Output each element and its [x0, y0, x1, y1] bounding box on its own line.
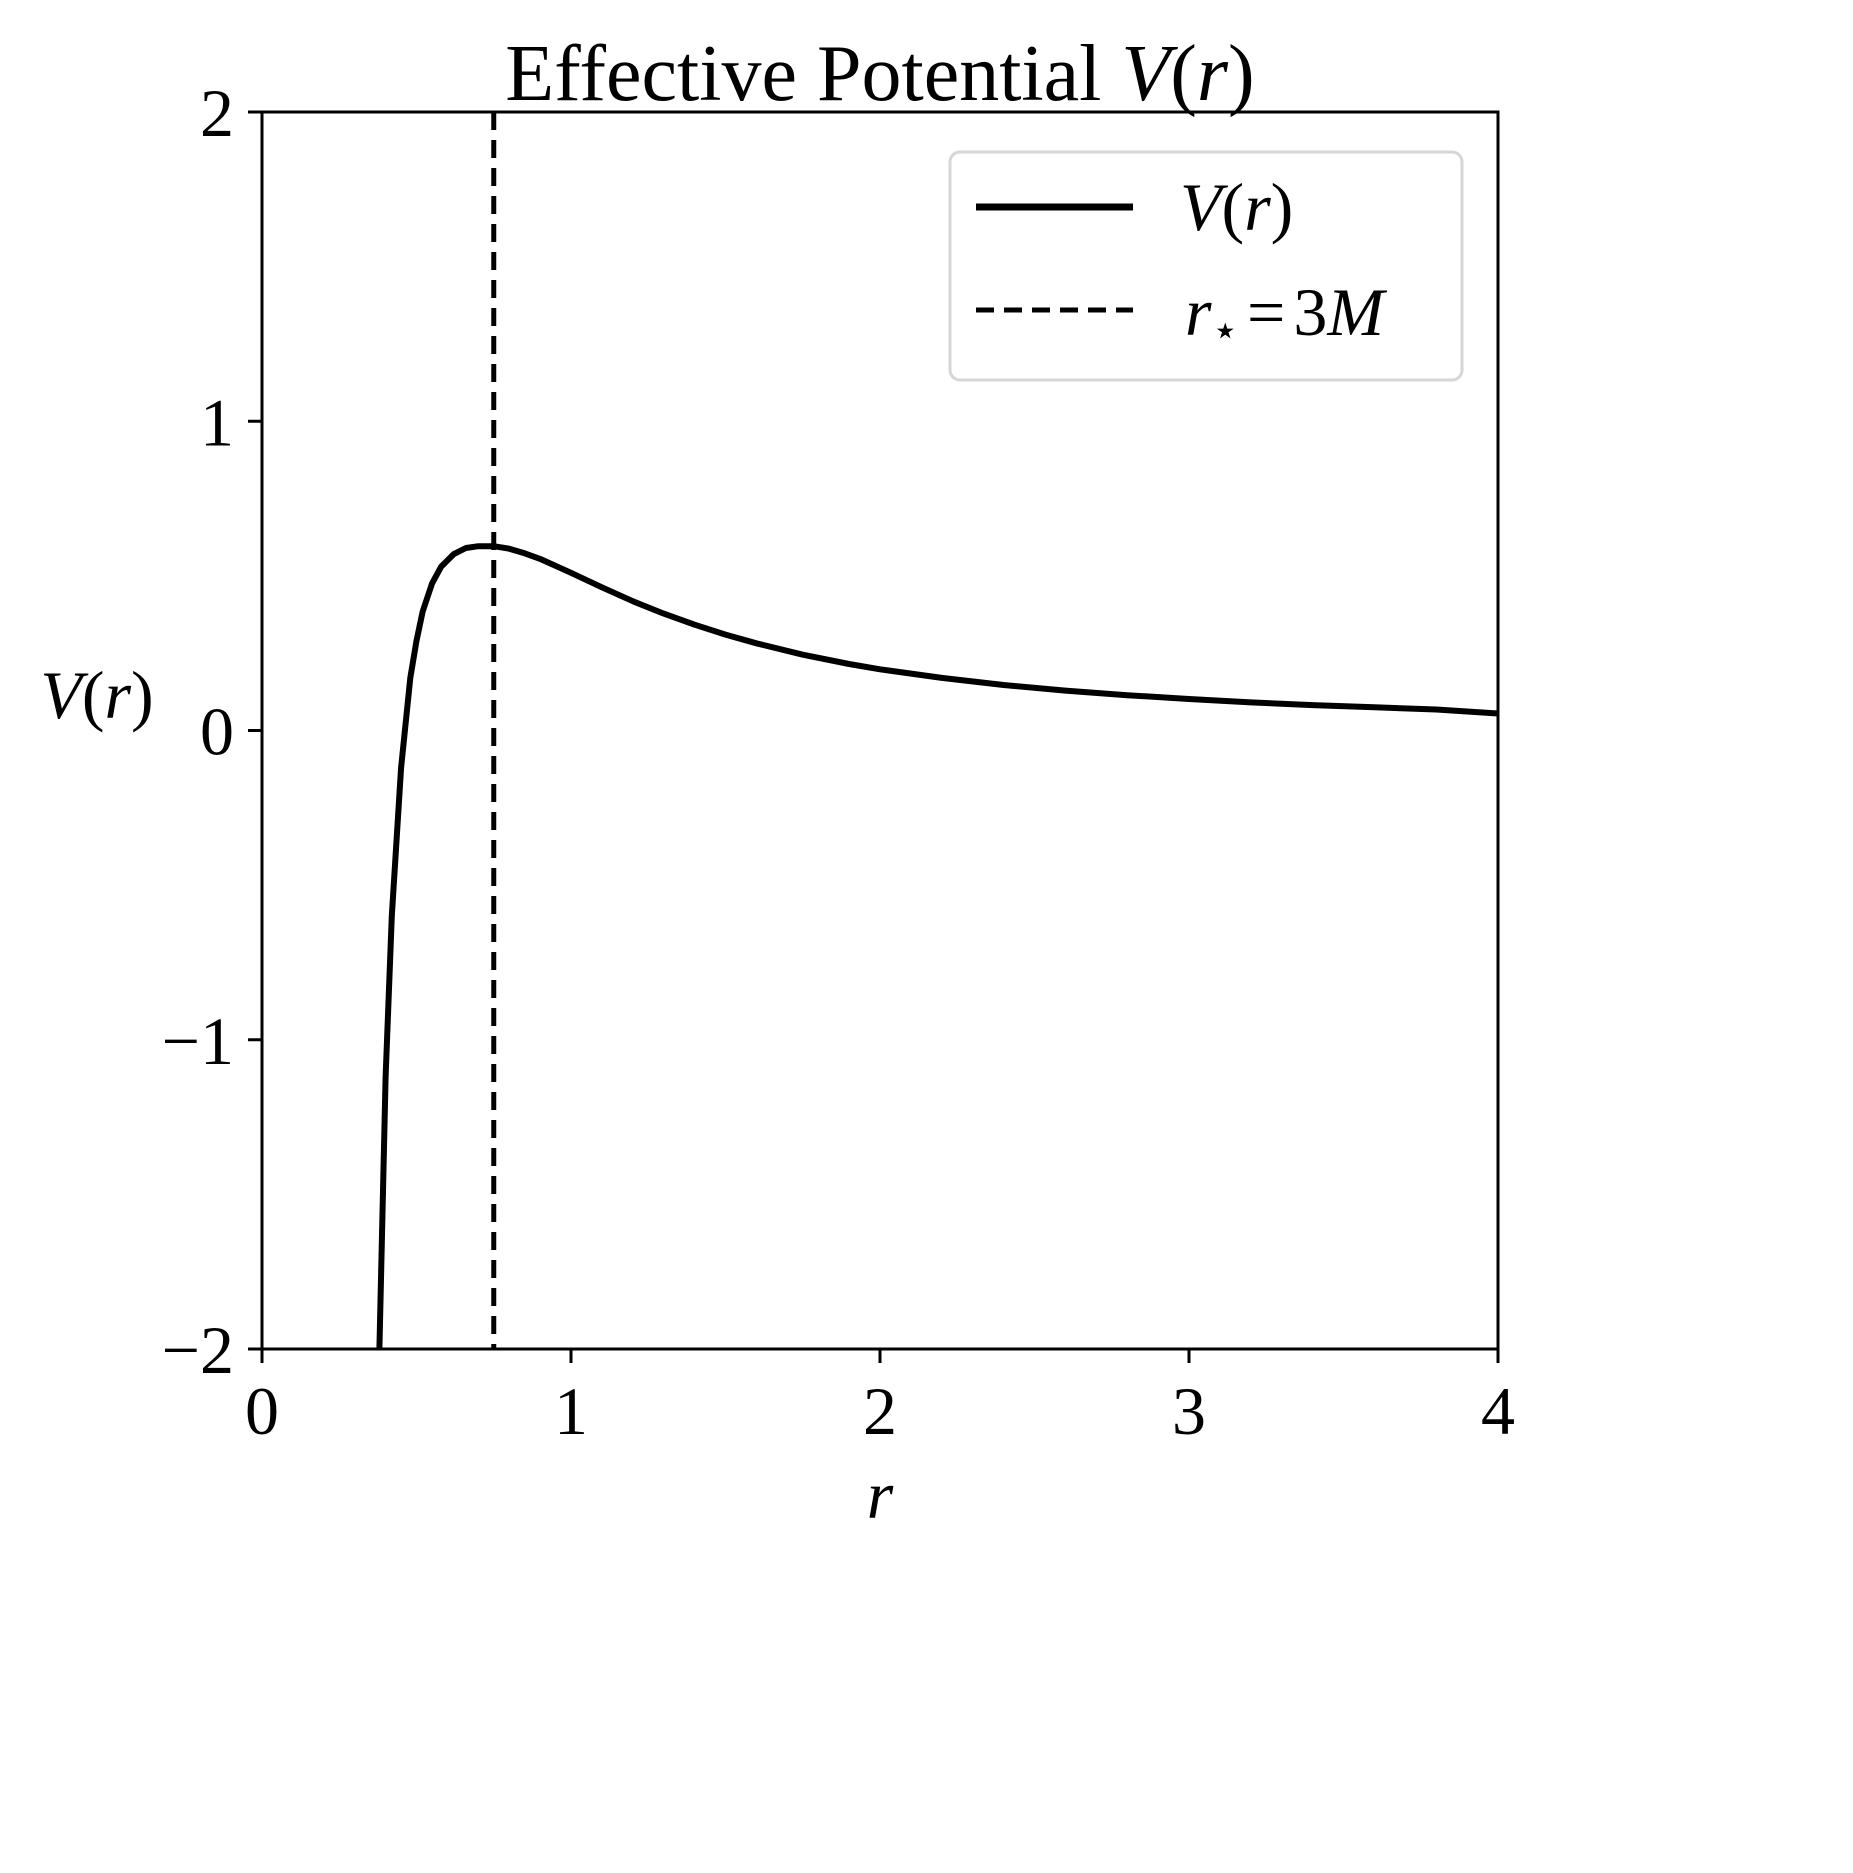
y-tick-label: −1 [162, 1003, 234, 1079]
x-tick-label: 2 [863, 1373, 897, 1449]
x-tick-label: 0 [245, 1373, 279, 1449]
plot-area [376, 112, 1498, 1349]
x-axis-label: r [867, 1457, 894, 1533]
legend-label-reference: r⋆ = 3M [1185, 274, 1387, 355]
x-tick-label: 1 [554, 1373, 588, 1449]
y-tick-label: 2 [200, 75, 234, 151]
y-tick-label: 0 [200, 694, 234, 770]
chart-title: Effective Potential V(r) [505, 30, 1254, 118]
x-tick-label: 4 [1481, 1373, 1515, 1449]
legend: V(r) r⋆ = 3M [948, 150, 1464, 382]
y-tick-label: −2 [162, 1312, 234, 1388]
y-axis-label: V(r) [40, 657, 153, 733]
x-tick-label: 3 [1172, 1373, 1206, 1449]
y-axis: −2 −1 0 1 2 [162, 75, 262, 1388]
series-line-0 [376, 543, 1498, 1349]
legend-label-potential: V(r) [1180, 169, 1293, 245]
x-axis: 0 1 2 3 4 [245, 1349, 1515, 1449]
y-tick-label: 1 [200, 384, 234, 460]
